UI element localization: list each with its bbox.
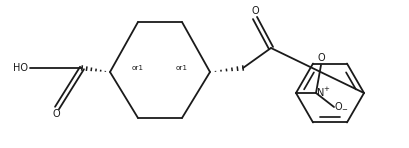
Text: HO: HO (13, 63, 28, 73)
Text: O: O (317, 53, 324, 63)
Text: or1: or1 (175, 65, 188, 71)
Text: O: O (251, 6, 258, 16)
Text: O: O (52, 109, 60, 119)
Text: N: N (316, 88, 324, 98)
Text: −: − (340, 107, 346, 113)
Text: O: O (334, 102, 342, 112)
Text: or1: or1 (132, 65, 144, 71)
Text: +: + (322, 86, 328, 92)
